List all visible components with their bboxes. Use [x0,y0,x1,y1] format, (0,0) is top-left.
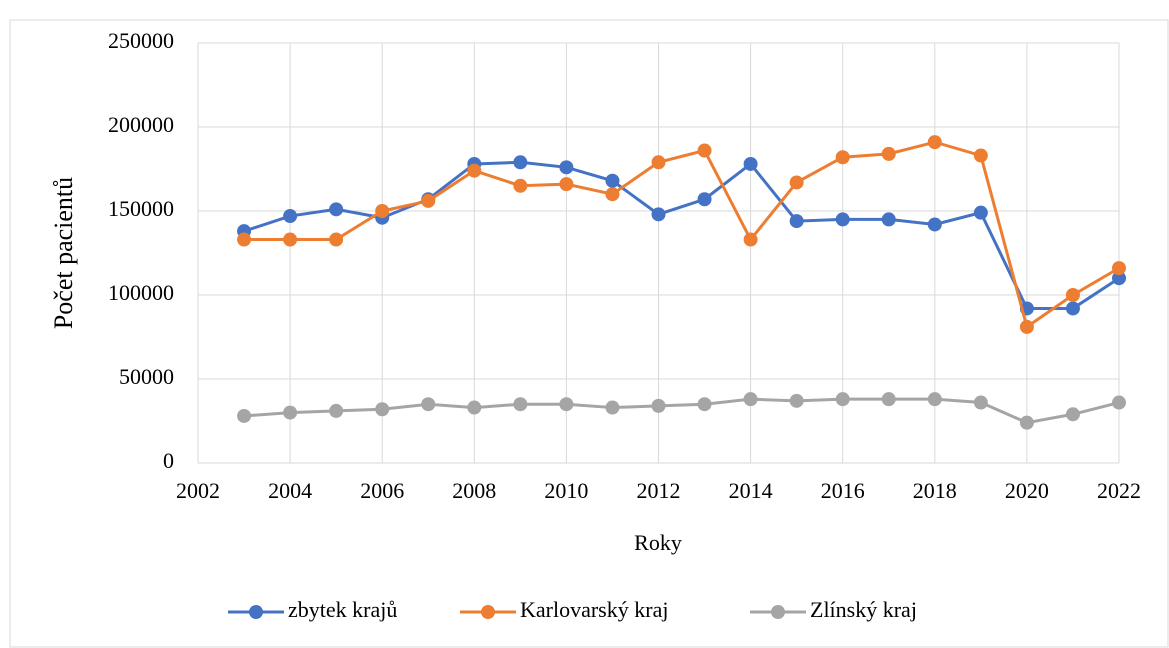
series-line [243,397,1120,425]
data-point [375,402,390,417]
data-point [697,143,712,158]
data-point [835,150,850,165]
data-point [1065,407,1080,422]
x-tick-label: 2012 [637,478,681,503]
data-point [1019,319,1034,334]
data-point [651,207,666,222]
x-axis-label: Roky [634,530,682,555]
y-tick-label: 150000 [108,196,174,221]
data-point [973,148,988,163]
y-tick-label: 100000 [108,280,174,305]
data-point [421,193,436,208]
data-point [513,155,528,170]
data-point [237,232,252,247]
data-point [1019,415,1034,430]
legend-marker [481,605,495,619]
data-point [927,392,942,407]
legend-marker [249,605,263,619]
data-point [743,232,758,247]
data-point [329,232,344,247]
data-point [237,408,252,423]
x-tick-label: 2008 [452,478,496,503]
data-point [789,393,804,408]
data-point [835,212,850,227]
data-point [605,187,620,202]
data-point [513,178,528,193]
data-point [881,392,896,407]
data-point [375,204,390,218]
y-tick-label: 200000 [108,112,174,137]
data-point [421,397,436,412]
data-point [467,400,482,415]
data-point [559,177,574,192]
data-point [927,135,942,150]
data-point [559,397,574,412]
data-point [743,392,758,407]
x-tick-label: 2020 [1005,478,1049,503]
legend-marker [771,605,785,619]
data-point [1112,261,1126,276]
x-tick-label: 2014 [729,478,773,503]
data-point [605,400,620,415]
data-point [1112,395,1126,410]
legend-label: zbytek krajů [288,597,397,622]
data-point [881,212,896,227]
data-point [283,232,298,247]
data-point [329,403,344,418]
data-point [697,397,712,412]
data-point [743,156,758,171]
data-point [789,214,804,229]
x-tick-label: 2010 [544,478,588,503]
series-line [244,140,1120,330]
x-tick-label: 2018 [913,478,957,503]
data-point [881,146,896,161]
x-tick-label: 2022 [1097,478,1141,503]
x-tick-label: 2006 [360,478,404,503]
data-point [467,163,482,178]
data-point [1112,271,1126,286]
data-point [973,205,988,220]
data-point [329,202,344,217]
data-point [651,398,666,413]
chart-frame [9,19,1169,648]
series-line [243,160,1120,310]
y-tick-label: 250000 [108,28,174,53]
data-point [651,155,666,170]
data-point [697,192,712,207]
y-tick-label: 0 [163,448,174,473]
data-point [283,209,298,224]
data-point [927,217,942,232]
x-tick-label: 2004 [268,478,312,503]
data-point [283,405,298,420]
data-point [605,173,620,188]
data-point [973,395,988,410]
data-point [789,175,804,190]
y-axis-label: Počet pacientů [49,177,78,329]
data-point [835,392,850,407]
data-point [513,397,528,412]
y-tick-label: 50000 [119,364,174,389]
data-point [1065,301,1080,316]
data-point [1065,288,1080,302]
x-tick-label: 2016 [821,478,865,503]
legend-label: Karlovarský kraj [520,597,668,622]
data-point [559,160,574,175]
x-tick-label: 2002 [176,478,220,503]
legend-label: Zlínský kraj [810,597,917,622]
